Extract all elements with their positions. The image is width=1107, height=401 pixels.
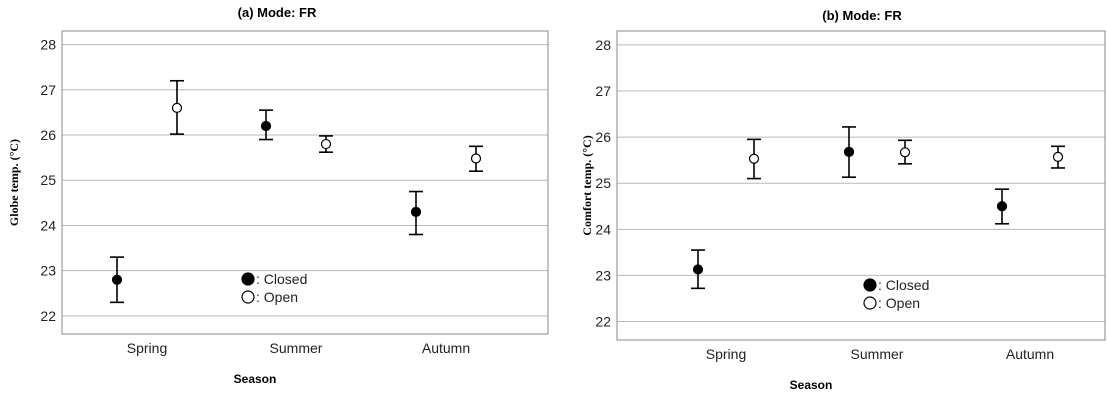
legend-open-label: : Open [878, 295, 920, 311]
x-tick-label: Summer [270, 340, 323, 356]
y-tick-label: 23 [40, 263, 56, 279]
open-mean-point [171, 102, 183, 113]
plot-frame [616, 30, 1106, 341]
legend-closed-marker [863, 278, 877, 292]
y-tick-label: 24 [595, 221, 611, 237]
legend-closed-marker [241, 272, 255, 286]
plot-frame [61, 30, 549, 335]
x-tick-label: Autumn [1006, 346, 1054, 362]
x-tick-label: Summer [851, 346, 904, 362]
chart-title: (b) Mode: FR [822, 8, 902, 23]
chart-panel-a: (a) Mode: FR 22 23 24 25 26 27 28 Spring Summer Au… [0, 0, 550, 396]
y-tick-label: 27 [40, 82, 56, 98]
closed-mean-point [260, 120, 272, 132]
open-mean-point [320, 138, 332, 150]
legend-closed-label: : Closed [878, 277, 929, 293]
y-tick-label: 25 [595, 175, 611, 191]
x-tick-label: Spring [127, 340, 167, 356]
legend-open-label: : Open [256, 289, 298, 305]
y-tick-label: 25 [40, 172, 56, 188]
legend-open-marker [863, 296, 877, 310]
chart-b-svg: (b) Mode: FR 22 23 24 25 26 27 28 Spring Summer Au… [580, 8, 1106, 392]
y-tick-label: 24 [40, 217, 56, 233]
closed-mean-point [996, 201, 1008, 212]
closed-mean-point [692, 264, 704, 275]
y-tick-label: 28 [595, 37, 611, 53]
x-tick-label: Autumn [422, 340, 470, 356]
y-tick-label: 22 [595, 314, 611, 330]
y-tick-label: 28 [40, 37, 56, 53]
y-tick-label: 23 [595, 267, 611, 283]
closed-mean-point [111, 274, 123, 285]
closed-mean-point [843, 146, 855, 157]
x-axis-label: Season [790, 378, 833, 392]
y-tick-label: 26 [595, 129, 611, 145]
open-mean-point [1052, 151, 1064, 163]
y-axis-label: Globe temp. (°C) [7, 139, 21, 226]
y-axis-label: Comfort temp. (°C) [580, 135, 594, 235]
open-mean-point [748, 153, 760, 164]
chart-a-svg: (a) Mode: FR 22 23 24 25 26 27 28 Spring Summer Au… [7, 5, 549, 386]
x-axis-label: Season [234, 372, 277, 386]
y-tick-label: 22 [40, 308, 56, 324]
legend-closed-label: : Closed [256, 271, 307, 287]
open-mean-point [470, 153, 482, 164]
y-tick-label: 26 [40, 127, 56, 143]
x-tick-label: Spring [706, 346, 746, 362]
legend-open-marker [241, 290, 255, 304]
open-mean-point [899, 147, 911, 158]
closed-mean-point [410, 206, 422, 217]
y-tick-label: 27 [595, 83, 611, 99]
chart-title: (a) Mode: FR [238, 5, 317, 20]
chart-panel-b: (b) Mode: FR 22 23 24 25 26 27 28 Spring Summer Au… [560, 0, 1107, 396]
